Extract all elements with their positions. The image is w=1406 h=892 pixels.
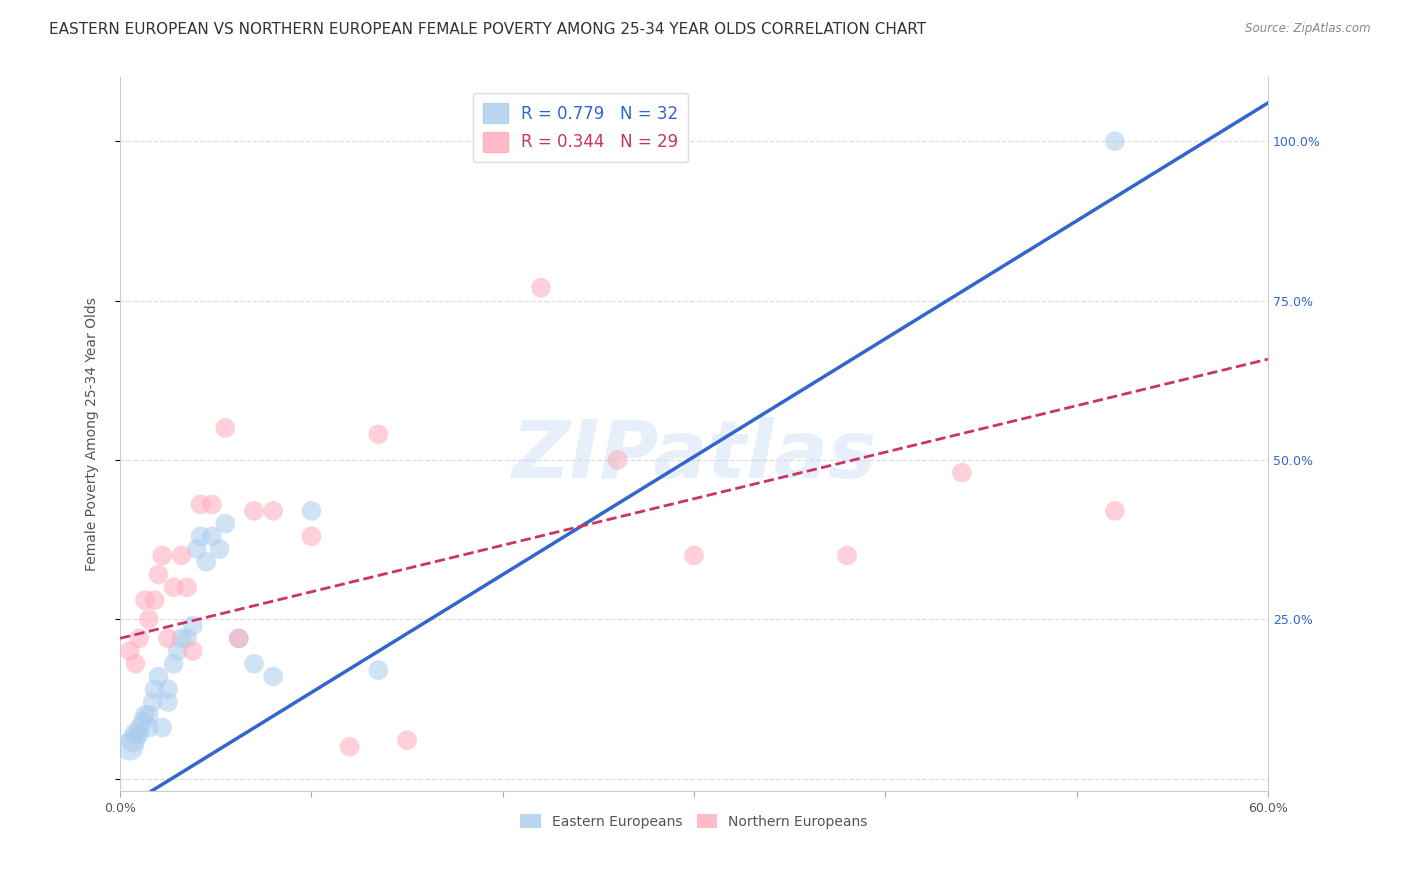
Point bbox=[339, 739, 361, 754]
Point bbox=[214, 516, 236, 531]
Point bbox=[301, 504, 323, 518]
Point bbox=[150, 549, 173, 563]
Point bbox=[166, 644, 188, 658]
Point bbox=[367, 427, 389, 442]
Point bbox=[1104, 504, 1126, 518]
Point bbox=[190, 529, 212, 543]
Point bbox=[262, 504, 284, 518]
Point bbox=[201, 498, 224, 512]
Point bbox=[142, 695, 165, 709]
Point bbox=[122, 733, 145, 747]
Point bbox=[243, 657, 266, 671]
Point bbox=[124, 657, 146, 671]
Text: ZIPatlas: ZIPatlas bbox=[512, 417, 876, 495]
Point bbox=[134, 707, 156, 722]
Point bbox=[128, 632, 150, 646]
Point bbox=[201, 529, 224, 543]
Text: Source: ZipAtlas.com: Source: ZipAtlas.com bbox=[1246, 22, 1371, 36]
Point bbox=[132, 714, 155, 728]
Point bbox=[138, 721, 160, 735]
Legend: Eastern Europeans, Northern Europeans: Eastern Europeans, Northern Europeans bbox=[515, 808, 873, 834]
Point bbox=[138, 707, 160, 722]
Point bbox=[950, 466, 973, 480]
Point bbox=[262, 669, 284, 683]
Point bbox=[128, 721, 150, 735]
Point bbox=[195, 555, 218, 569]
Point bbox=[181, 644, 204, 658]
Point bbox=[228, 632, 250, 646]
Point bbox=[134, 593, 156, 607]
Point bbox=[148, 567, 170, 582]
Point bbox=[156, 695, 179, 709]
Point bbox=[606, 453, 628, 467]
Point bbox=[150, 721, 173, 735]
Point bbox=[176, 580, 198, 594]
Point bbox=[208, 542, 231, 557]
Point bbox=[170, 549, 193, 563]
Point bbox=[118, 644, 141, 658]
Point bbox=[186, 542, 208, 557]
Point bbox=[835, 549, 858, 563]
Point bbox=[170, 632, 193, 646]
Point bbox=[1104, 134, 1126, 148]
Text: EASTERN EUROPEAN VS NORTHERN EUROPEAN FEMALE POVERTY AMONG 25-34 YEAR OLDS CORRE: EASTERN EUROPEAN VS NORTHERN EUROPEAN FE… bbox=[49, 22, 927, 37]
Point bbox=[396, 733, 419, 747]
Point bbox=[228, 632, 250, 646]
Point bbox=[156, 682, 179, 697]
Point bbox=[301, 529, 323, 543]
Point bbox=[214, 421, 236, 435]
Point bbox=[148, 669, 170, 683]
Point bbox=[367, 663, 389, 677]
Point bbox=[176, 632, 198, 646]
Point bbox=[683, 549, 706, 563]
Point bbox=[143, 682, 166, 697]
Point bbox=[128, 727, 150, 741]
Point bbox=[163, 580, 186, 594]
Point bbox=[163, 657, 186, 671]
Point bbox=[156, 632, 179, 646]
Point bbox=[181, 618, 204, 632]
Point bbox=[143, 593, 166, 607]
Point bbox=[243, 504, 266, 518]
Point bbox=[530, 281, 553, 295]
Point bbox=[138, 612, 160, 626]
Point bbox=[190, 498, 212, 512]
Y-axis label: Female Poverty Among 25-34 Year Olds: Female Poverty Among 25-34 Year Olds bbox=[86, 297, 100, 571]
Point bbox=[118, 739, 141, 754]
Point bbox=[124, 727, 146, 741]
